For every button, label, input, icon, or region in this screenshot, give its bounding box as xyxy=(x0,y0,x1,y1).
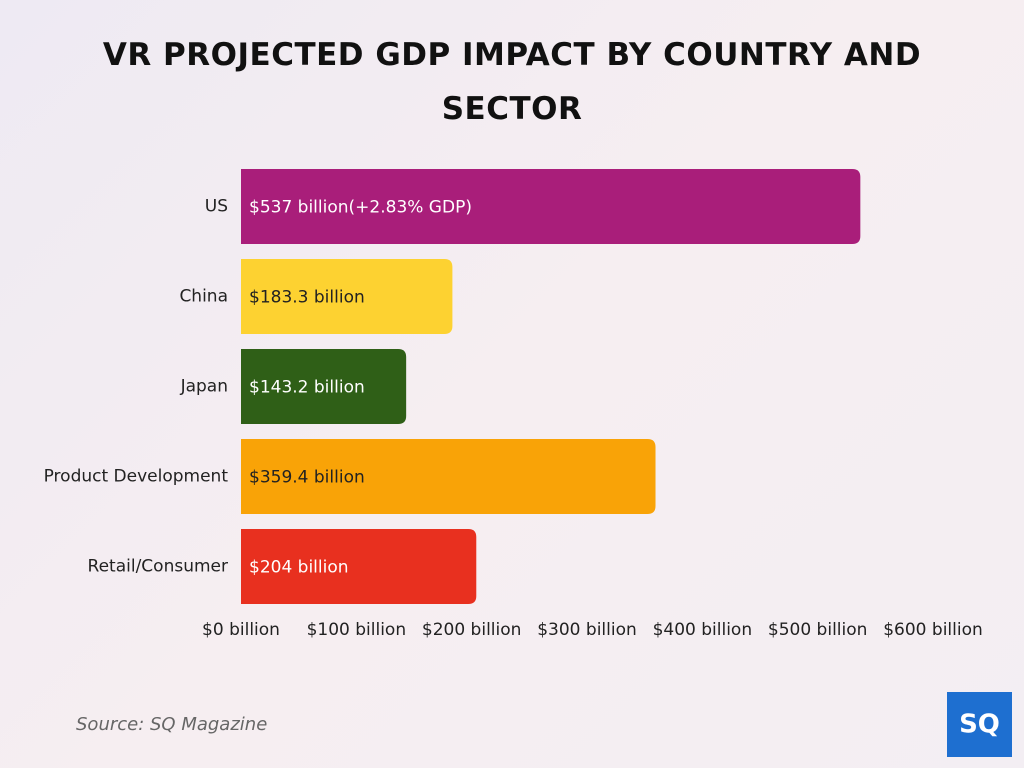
logo: SQ xyxy=(959,710,1000,740)
logo-box xyxy=(947,692,1012,757)
x-tick-label: $600 billion xyxy=(883,620,983,640)
value-label: $359.4 billion xyxy=(249,468,365,488)
x-tick-label: $500 billion xyxy=(768,620,868,640)
x-tick-label: $400 billion xyxy=(653,620,753,640)
x-tick-label: $100 billion xyxy=(307,620,407,640)
bar xyxy=(241,169,861,244)
value-label: $537 billion(+2.83% GDP) xyxy=(249,198,472,218)
x-tick-label: $300 billion xyxy=(537,620,637,640)
y-tick-label: Retail/Consumer xyxy=(88,557,228,577)
chart-title: VR PROJECTED GDP IMPACT BY COUNTRY AND S… xyxy=(102,37,922,127)
bar xyxy=(241,349,407,424)
y-tick-label: China xyxy=(179,287,228,307)
x-tick-label: $200 billion xyxy=(422,620,522,640)
value-label: $143.2 billion xyxy=(249,378,365,398)
value-label: $204 billion xyxy=(249,558,349,578)
bar xyxy=(241,439,656,514)
source: Source: SQ Magazine xyxy=(76,714,267,735)
y-tick-label: US xyxy=(205,197,228,217)
bar xyxy=(241,529,477,604)
x-tick-label: $0 billion xyxy=(202,620,280,640)
value-label: $183.3 billion xyxy=(249,288,365,308)
bar xyxy=(241,259,453,334)
y-tick-label: Japan xyxy=(180,377,228,397)
y-tick-label: Product Development xyxy=(44,467,229,487)
